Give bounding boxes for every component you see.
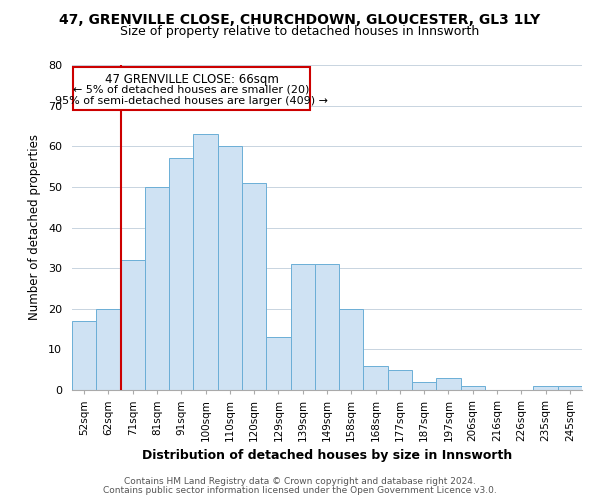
Bar: [558, 386, 582, 390]
Bar: [364, 366, 388, 390]
Text: 95% of semi-detached houses are larger (409) →: 95% of semi-detached houses are larger (…: [55, 96, 328, 106]
Bar: [290, 264, 315, 390]
Bar: [193, 134, 218, 390]
Bar: [533, 386, 558, 390]
Text: ← 5% of detached houses are smaller (20): ← 5% of detached houses are smaller (20): [73, 84, 310, 94]
Bar: [169, 158, 193, 390]
Bar: [412, 382, 436, 390]
Text: Contains HM Land Registry data © Crown copyright and database right 2024.: Contains HM Land Registry data © Crown c…: [124, 477, 476, 486]
Bar: [242, 183, 266, 390]
Text: Contains public sector information licensed under the Open Government Licence v3: Contains public sector information licen…: [103, 486, 497, 495]
Bar: [436, 378, 461, 390]
FancyBboxPatch shape: [73, 67, 310, 110]
Bar: [266, 337, 290, 390]
Bar: [339, 308, 364, 390]
Bar: [461, 386, 485, 390]
Y-axis label: Number of detached properties: Number of detached properties: [28, 134, 41, 320]
Bar: [72, 321, 96, 390]
X-axis label: Distribution of detached houses by size in Innsworth: Distribution of detached houses by size …: [142, 450, 512, 462]
Bar: [388, 370, 412, 390]
Bar: [145, 187, 169, 390]
Bar: [218, 146, 242, 390]
Text: 47, GRENVILLE CLOSE, CHURCHDOWN, GLOUCESTER, GL3 1LY: 47, GRENVILLE CLOSE, CHURCHDOWN, GLOUCES…: [59, 12, 541, 26]
Text: 47 GRENVILLE CLOSE: 66sqm: 47 GRENVILLE CLOSE: 66sqm: [104, 73, 278, 86]
Bar: [121, 260, 145, 390]
Bar: [315, 264, 339, 390]
Bar: [96, 308, 121, 390]
Text: Size of property relative to detached houses in Innsworth: Size of property relative to detached ho…: [121, 25, 479, 38]
